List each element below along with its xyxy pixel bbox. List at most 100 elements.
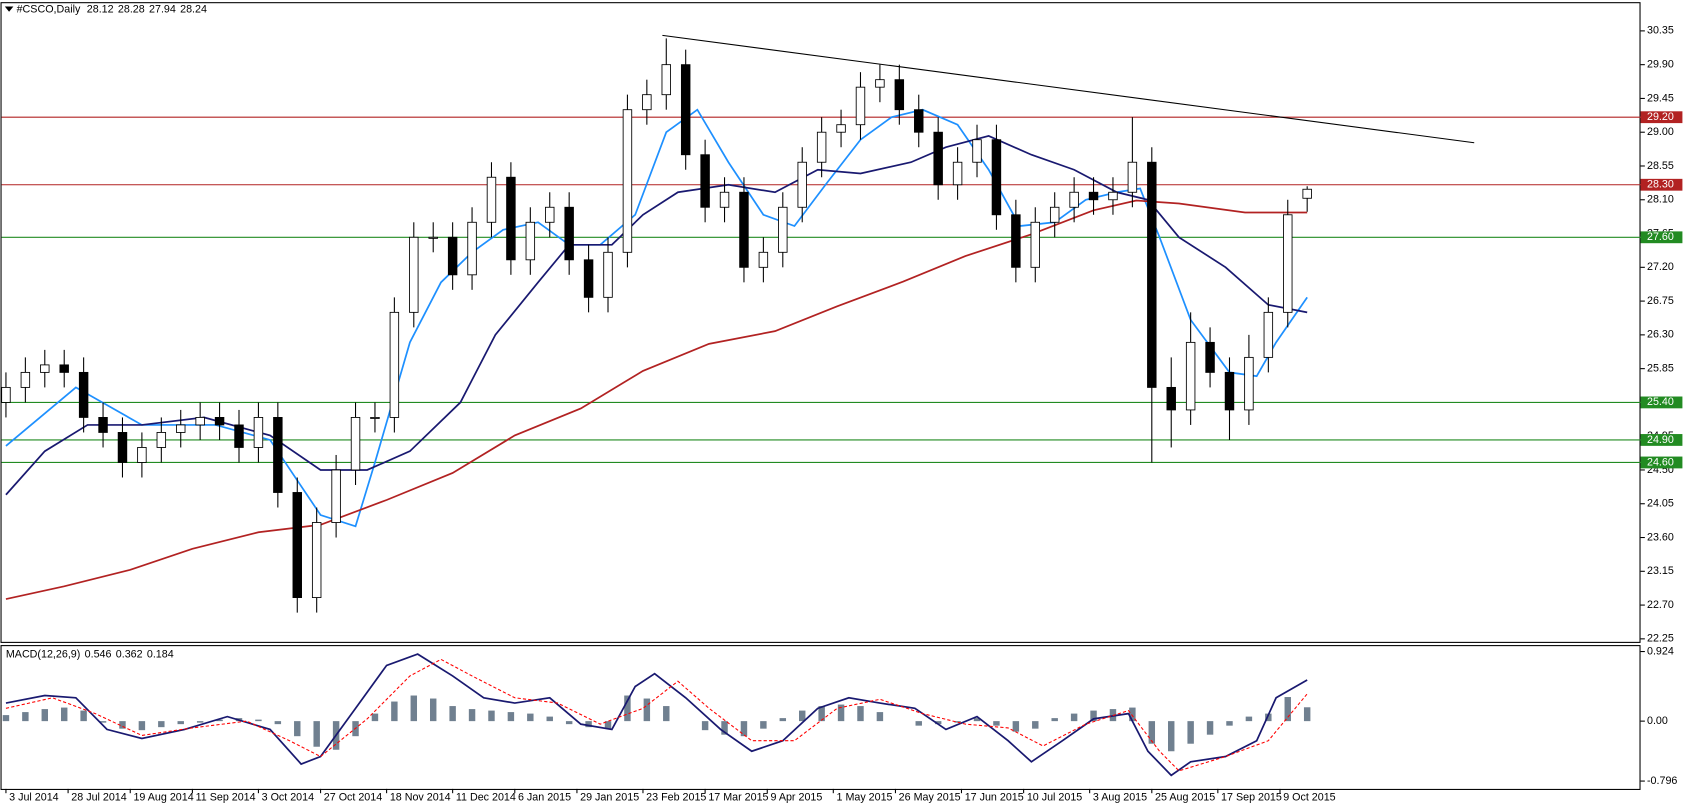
candle-body: [680, 64, 691, 156]
histogram-bar: [1070, 713, 1078, 722]
histogram-bar: [1284, 697, 1291, 722]
y-tick-label: 27.20: [1647, 261, 1674, 273]
y-tick-label: 30.35: [1647, 25, 1674, 37]
candle-body: [506, 176, 516, 261]
candle-body: [1263, 311, 1274, 358]
x-tick-label: 27 Oct 2014: [324, 791, 382, 803]
chart-header: #CSCO,Daily 28.12 28.28 27.94 28.24: [17, 3, 207, 15]
candle-body: [661, 64, 671, 96]
candle-body: [1244, 356, 1254, 411]
histogram-bar: [604, 721, 612, 729]
candle-body: [195, 417, 205, 426]
candle-body: [1205, 341, 1215, 373]
histogram-bar: [410, 695, 418, 722]
macd-header: MACD(12,26,9) 0.546 0.362 0.184: [6, 649, 174, 661]
candle-body: [933, 131, 943, 186]
histogram-value: 0.184: [147, 649, 174, 661]
y-tick-label: 22.70: [1647, 599, 1674, 611]
candle-body: [486, 176, 497, 223]
histogram-bar: [624, 695, 631, 722]
candle-body: [797, 161, 807, 208]
candle-body: [370, 417, 380, 419]
candle-body: [40, 364, 50, 373]
y-tick-label: 24.05: [1647, 498, 1674, 510]
y-tick-label: 23.60: [1647, 531, 1674, 543]
macd-value: 0.546: [85, 649, 112, 661]
histogram-bar: [915, 721, 922, 726]
y-tick-label: 22.25: [1647, 633, 1674, 645]
candle-body: [78, 371, 89, 418]
histogram-bar: [779, 718, 787, 722]
candle-body: [176, 424, 186, 433]
histogram-bar: [837, 704, 845, 722]
x-tick-label: 11 Dec 2014: [456, 791, 516, 803]
open-value: 28.12: [87, 3, 114, 15]
histogram-bar: [740, 721, 748, 737]
symbol-icon: [4, 6, 14, 12]
histogram-bar: [488, 710, 495, 722]
candle-body: [855, 86, 866, 126]
y-tick-label: 28.55: [1647, 160, 1674, 172]
level-label-box: [1640, 111, 1683, 124]
indicator-line: [5, 653, 1308, 777]
y-tick-label: 0.924: [1647, 645, 1674, 657]
candle-body: [991, 139, 1002, 216]
level-label-box: [1640, 396, 1683, 409]
candle-body: [331, 469, 341, 523]
candle-body: [1302, 188, 1312, 199]
histogram-bar: [1303, 707, 1311, 722]
x-tick-label: 6 Jan 2015: [518, 791, 571, 803]
histogram-bar: [857, 706, 864, 722]
candle-body: [894, 79, 905, 111]
candle-body: [447, 236, 458, 276]
x-tick-label: 1 May 2015: [837, 791, 893, 803]
level-label-box: [1640, 456, 1683, 469]
y-tick-label: 26.75: [1647, 295, 1674, 307]
histogram-bar: [1206, 721, 1214, 735]
histogram-bar: [973, 718, 981, 722]
candle-body: [389, 311, 400, 418]
histogram-bar: [429, 698, 437, 722]
histogram-bar: [954, 721, 961, 723]
indicator-line: [5, 658, 1308, 772]
y-tick-label: 29.00: [1647, 126, 1674, 138]
level-label-box: [1640, 178, 1683, 191]
histogram-bar: [138, 721, 146, 731]
histogram-bar: [721, 721, 728, 735]
candle-body: [564, 206, 574, 261]
candle-body: [1030, 221, 1041, 268]
y-tick-label: 25.85: [1647, 362, 1674, 374]
x-tick-label: 18 Nov 2014: [390, 791, 451, 803]
candle-body: [914, 109, 924, 133]
histogram-bar: [876, 712, 884, 722]
y-tick-label: -0.796: [1647, 775, 1677, 787]
histogram-bar: [1129, 707, 1136, 722]
level-label-box: [1640, 231, 1683, 244]
y-tick-label: 26.30: [1647, 329, 1674, 341]
histogram-bar: [507, 712, 515, 722]
y-tick-label: 23.15: [1647, 565, 1674, 577]
histogram-bar: [585, 721, 592, 728]
candle-body: [778, 206, 788, 253]
histogram-bar: [1226, 721, 1233, 726]
histogram-bar: [196, 721, 204, 723]
candle-body: [603, 251, 613, 298]
candle-body: [545, 206, 555, 223]
candle-body: [428, 236, 438, 239]
y-tick-label: 28.10: [1647, 194, 1674, 206]
candle-body: [137, 447, 147, 463]
histogram-bar: [371, 713, 379, 722]
histogram-bar: [934, 721, 942, 725]
x-tick-label: 3 Aug 2015: [1093, 791, 1147, 803]
candle-body: [20, 371, 31, 388]
histogram-bar: [546, 716, 553, 722]
histogram-bar: [1090, 710, 1097, 722]
x-tick-label: 17 Mar 2015: [708, 791, 768, 803]
histogram-bar: [41, 709, 49, 722]
candle-body: [836, 124, 846, 133]
y-tick-label: 29.45: [1647, 92, 1674, 104]
candle-body: [952, 161, 963, 186]
candle-body: [1088, 191, 1099, 201]
histogram-bar: [663, 706, 670, 722]
histogram-bar: [274, 721, 282, 725]
